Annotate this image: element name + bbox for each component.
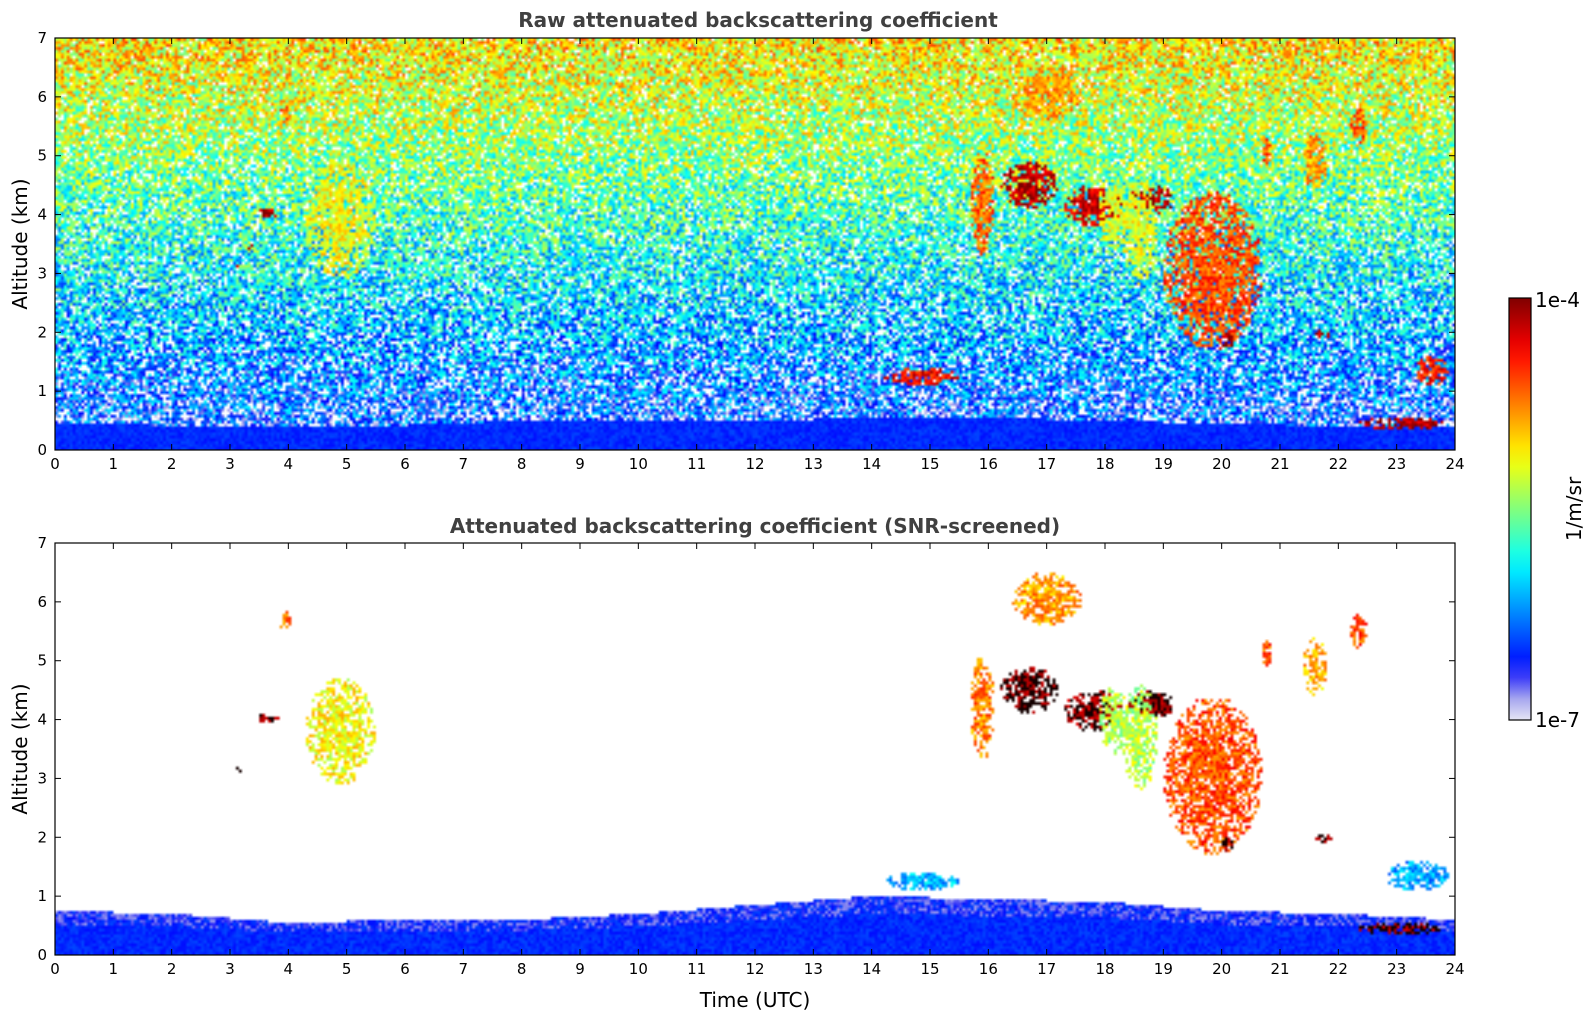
x-tick-label: 13	[804, 960, 823, 978]
x-tick-label: 20	[1212, 960, 1231, 978]
panel-screened-x-axis: 0 1 2 3 4 5 6 7 8 9 10 11 12 13 14 15 16 17 18 19 20 21 22 23 24	[50, 543, 1465, 978]
colorbar-min-label: 1e-7	[1535, 708, 1580, 732]
panel-screened-x-axis-label: Time (UTC)	[699, 988, 811, 1012]
x-tick-label: 10	[629, 960, 648, 978]
x-tick-label: 20	[1212, 455, 1231, 473]
x-tick-label: 6	[400, 455, 410, 473]
x-tick-label: 23	[1387, 455, 1406, 473]
y-tick-label: 5	[37, 147, 47, 165]
x-tick-label: 5	[342, 960, 352, 978]
y-tick-label: 6	[37, 593, 47, 611]
x-tick-label: 16	[979, 455, 998, 473]
x-tick-label: 12	[745, 455, 764, 473]
x-tick-label: 3	[225, 960, 235, 978]
panel-raw: Raw attenuated backscattering coefficien…	[8, 8, 1465, 473]
y-tick-label: 7	[37, 534, 47, 552]
x-tick-label: 6	[400, 960, 410, 978]
x-tick-label: 17	[1037, 960, 1056, 978]
x-tick-label: 1	[109, 455, 119, 473]
x-tick-label: 19	[1154, 960, 1173, 978]
x-tick-label: 11	[687, 455, 706, 473]
colorbar: 1e-4 1e-7 1/m/sr	[1508, 288, 1586, 732]
x-tick-label: 14	[862, 455, 881, 473]
y-tick-label: 1	[37, 382, 47, 400]
x-tick-label: 10	[629, 455, 648, 473]
panel-raw-y-axis: 0 1 2 3 4 5 6 7	[37, 29, 1455, 459]
y-tick-label: 6	[37, 88, 47, 106]
x-tick-label: 18	[1095, 455, 1114, 473]
x-tick-label: 21	[1270, 455, 1289, 473]
x-tick-label: 4	[284, 455, 294, 473]
y-tick-label: 3	[37, 769, 47, 787]
colorbar-max-label: 1e-4	[1535, 288, 1580, 312]
panel-raw-x-axis: 0 1 2 3 4 5 6 7 8 9 10 11 12 13 14 15 16 17 18 19 20 21 22 23 24	[50, 38, 1465, 473]
x-tick-label: 15	[920, 960, 939, 978]
y-tick-label: 0	[37, 441, 47, 459]
colorbar-unit-label: 1/m/sr	[1562, 476, 1586, 541]
y-tick-label: 2	[37, 323, 47, 341]
panel-raw-heatmap	[55, 38, 1455, 450]
y-tick-label: 5	[37, 652, 47, 670]
panel-raw-title: Raw attenuated backscattering coefficien…	[518, 8, 998, 32]
x-tick-label: 1	[109, 960, 119, 978]
colorbar-frame	[1508, 297, 1532, 721]
x-tick-label: 11	[687, 960, 706, 978]
x-tick-label: 18	[1095, 960, 1114, 978]
panel-screened: Attenuated backscattering coefficient (S…	[8, 514, 1465, 1012]
x-tick-label: 15	[920, 455, 939, 473]
x-tick-label: 21	[1270, 960, 1289, 978]
x-tick-label: 0	[50, 455, 60, 473]
x-tick-label: 22	[1329, 455, 1348, 473]
x-tick-label: 9	[575, 455, 585, 473]
y-tick-label: 4	[37, 711, 47, 729]
panel-raw-y-axis-label: Altitude (km)	[8, 178, 32, 309]
panel-screened-y-axis-label: Altitude (km)	[8, 683, 32, 814]
x-tick-label: 2	[167, 455, 177, 473]
y-tick-label: 2	[37, 828, 47, 846]
panel-screened-y-axis: 0 1 2 3 4 5 6 7	[37, 534, 1455, 964]
x-tick-label: 5	[342, 455, 352, 473]
x-tick-label: 22	[1329, 960, 1348, 978]
y-tick-label: 7	[37, 29, 47, 47]
x-tick-label: 9	[575, 960, 585, 978]
x-tick-label: 8	[517, 455, 527, 473]
x-tick-label: 7	[459, 455, 469, 473]
x-tick-label: 4	[284, 960, 294, 978]
y-tick-label: 3	[37, 264, 47, 282]
panel-screened-heatmap	[55, 543, 1455, 955]
x-tick-label: 17	[1037, 455, 1056, 473]
colorbar-gradient	[1509, 298, 1531, 720]
x-tick-label: 3	[225, 455, 235, 473]
x-tick-label: 0	[50, 960, 60, 978]
x-tick-label: 24	[1445, 960, 1464, 978]
x-tick-label: 14	[862, 960, 881, 978]
y-tick-label: 1	[37, 887, 47, 905]
x-tick-label: 16	[979, 960, 998, 978]
panel-screened-title: Attenuated backscattering coefficient (S…	[450, 514, 1060, 538]
y-tick-label: 0	[37, 946, 47, 964]
x-tick-label: 13	[804, 455, 823, 473]
y-tick-label: 4	[37, 206, 47, 224]
x-tick-label: 7	[459, 960, 469, 978]
x-tick-label: 12	[745, 960, 764, 978]
x-tick-label: 19	[1154, 455, 1173, 473]
x-tick-label: 23	[1387, 960, 1406, 978]
x-tick-label: 2	[167, 960, 177, 978]
x-tick-label: 8	[517, 960, 527, 978]
x-tick-label: 24	[1445, 455, 1464, 473]
